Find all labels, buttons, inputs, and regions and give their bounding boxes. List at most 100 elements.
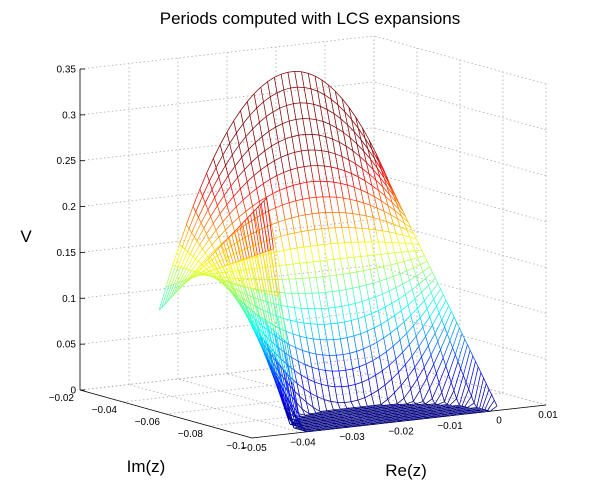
surface-mesh-segment	[353, 411, 361, 414]
surface-mesh-segment	[329, 355, 333, 372]
surface-mesh-segment	[322, 426, 330, 429]
surface-mesh-segment	[194, 236, 198, 242]
surface-mesh-segment	[250, 214, 258, 255]
surface-mesh-segment	[323, 399, 328, 411]
surface-mesh-segment	[428, 403, 436, 405]
surface-mesh-segment	[235, 262, 243, 286]
surface-mesh-segment	[453, 407, 461, 410]
surface-mesh-segment	[287, 151, 295, 155]
surface-mesh-segment	[342, 424, 350, 427]
surface-mesh-segment	[293, 426, 301, 429]
surface-mesh-segment	[388, 405, 396, 408]
surface-mesh-segment	[266, 197, 274, 249]
surface-mesh-segment	[367, 255, 371, 270]
surface-mesh-segment	[311, 429, 319, 431]
surface-mesh-segment	[413, 233, 417, 240]
surface-mesh-segment	[233, 110, 241, 122]
surface-mesh-segment	[283, 172, 287, 188]
surface-mesh-segment	[229, 213, 233, 224]
z-tick-label: 0.05	[57, 340, 77, 351]
surface-mesh-segment	[471, 366, 479, 397]
surface-mesh-segment	[277, 361, 285, 393]
surface-mesh-segment	[230, 282, 234, 289]
surface-mesh-segment	[349, 413, 357, 415]
surface-mesh-segment	[262, 252, 270, 294]
surface-mesh-segment	[317, 165, 321, 182]
surface-mesh-segment	[384, 407, 392, 409]
surface-mesh-segment	[377, 384, 386, 391]
surface-mesh-segment	[280, 236, 284, 251]
surface-mesh-segment	[381, 200, 389, 206]
surface-mesh-segment	[393, 223, 401, 228]
z-tick-label: 0	[70, 386, 76, 397]
surface-mesh-segment	[341, 98, 350, 108]
surface-mesh-segment	[366, 162, 370, 174]
surface-mesh-segment	[422, 316, 431, 328]
surface-mesh-segment	[381, 417, 389, 419]
surface-mesh-segment	[254, 319, 259, 328]
surface-mesh-segment	[312, 407, 321, 412]
surface-mesh-segment	[446, 390, 455, 405]
surface-mesh-segment	[224, 265, 233, 283]
surface-mesh-segment	[444, 326, 448, 334]
surface-mesh-segment	[358, 418, 366, 421]
surface-mesh-segment	[289, 403, 297, 429]
surface-mesh-segment	[252, 206, 256, 219]
surface-mesh-segment	[448, 411, 456, 414]
surface-mesh-segment	[207, 209, 211, 217]
surface-mesh-segment	[321, 227, 329, 230]
surface-mesh-segment	[255, 289, 259, 292]
surface-mesh-segment	[436, 294, 444, 307]
surface-mesh-segment	[269, 349, 277, 377]
surface-mesh-segment	[445, 410, 453, 413]
surface-mesh-segment	[341, 306, 345, 323]
surface-mesh-segment	[340, 183, 344, 199]
surface-mesh-segment	[301, 71, 309, 74]
surface-mesh-segment	[210, 205, 218, 217]
surface-mesh-segment	[192, 206, 197, 213]
surface-mesh-segment	[199, 173, 207, 190]
surface-mesh-segment	[356, 270, 364, 273]
surface-mesh-segment	[261, 337, 269, 360]
surface-mesh-segment	[224, 264, 228, 267]
surface-mesh-segment	[241, 157, 245, 170]
surface-mesh-segment	[441, 392, 445, 402]
surface-mesh-segment	[450, 382, 455, 391]
surface-mesh-segment	[468, 361, 476, 390]
surface-mesh-segment	[206, 223, 214, 235]
surface-mesh-segment	[247, 312, 252, 320]
surface-mesh-segment	[322, 275, 330, 278]
surface-mesh-segment	[298, 214, 306, 217]
surface-mesh-segment	[352, 213, 360, 215]
surface-mesh-segment	[252, 208, 257, 213]
surface-mesh-segment	[283, 169, 291, 173]
surface-mesh-segment	[386, 185, 394, 196]
surface-mesh-segment	[395, 404, 403, 407]
surface-mesh-segment	[320, 259, 327, 262]
surface-mesh-segment	[286, 105, 290, 122]
surface-mesh-segment	[402, 352, 406, 365]
surface-mesh-segment	[264, 291, 267, 294]
surface-mesh-segment	[231, 282, 239, 299]
surface-mesh-segment	[375, 375, 379, 391]
surface-mesh-segment	[429, 266, 433, 273]
surface-mesh-segment	[456, 398, 460, 406]
surface-mesh-segment	[450, 412, 458, 414]
surface-mesh-segment	[301, 71, 305, 88]
surface-mesh-segment	[368, 375, 376, 380]
surface-mesh-segment	[326, 409, 334, 412]
surface-mesh-segment	[345, 420, 353, 422]
surface-mesh-segment	[397, 261, 405, 264]
surface-mesh-segment	[374, 404, 381, 406]
surface-mesh-segment	[280, 157, 285, 173]
surface-mesh-segment	[446, 413, 454, 416]
surface-mesh-segment	[325, 417, 333, 419]
surface-mesh-segment	[276, 175, 280, 191]
surface-mesh-segment	[263, 197, 267, 201]
surface-mesh-segment	[322, 196, 326, 213]
surface-mesh-segment	[442, 340, 451, 358]
surface-mesh-segment	[215, 154, 224, 168]
surface-mesh-segment	[398, 208, 406, 217]
surface-mesh-segment	[340, 413, 347, 415]
surface-mesh-segment	[421, 404, 429, 406]
